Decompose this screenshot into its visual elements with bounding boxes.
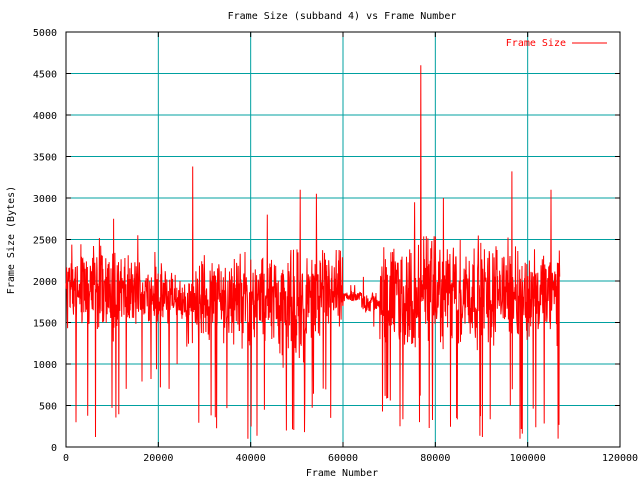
x-tick-label: 40000	[236, 453, 266, 464]
series-frame-size	[65, 65, 561, 439]
legend: Frame Size	[506, 38, 607, 49]
y-tick-label: 0	[51, 443, 57, 454]
chart-title: Frame Size (subband 4) vs Frame Number	[228, 11, 457, 22]
y-axis-ticks: 0 500 1000 1500 2000 2500 3000 3500 4000 4500 5000	[33, 28, 620, 454]
y-tick-label: 5000	[33, 28, 57, 39]
y-tick-label: 4500	[33, 70, 57, 81]
x-tick-label: 20000	[143, 453, 173, 464]
x-tick-label: 80000	[420, 453, 450, 464]
x-tick-label: 120000	[602, 453, 638, 464]
x-tick-label: 100000	[510, 453, 546, 464]
y-tick-label: 500	[39, 402, 57, 413]
grid	[66, 32, 620, 447]
x-tick-label: 60000	[328, 453, 358, 464]
y-tick-label: 3500	[33, 153, 57, 164]
y-tick-label: 1500	[33, 319, 57, 330]
legend-label: Frame Size	[506, 38, 566, 49]
x-tick-label: 0	[63, 453, 69, 464]
y-tick-label: 4000	[33, 111, 57, 122]
x-axis-ticks: 0 20000 40000 60000 80000 100000 120000	[63, 32, 638, 464]
y-tick-label: 2000	[33, 277, 57, 288]
x-axis-label: Frame Number	[306, 468, 378, 479]
y-tick-label: 3000	[33, 194, 57, 205]
series-line-frame-size	[65, 65, 561, 439]
y-axis-label: Frame Size (Bytes)	[6, 186, 17, 294]
y-tick-label: 1000	[33, 360, 57, 371]
y-tick-label: 2500	[33, 236, 57, 247]
